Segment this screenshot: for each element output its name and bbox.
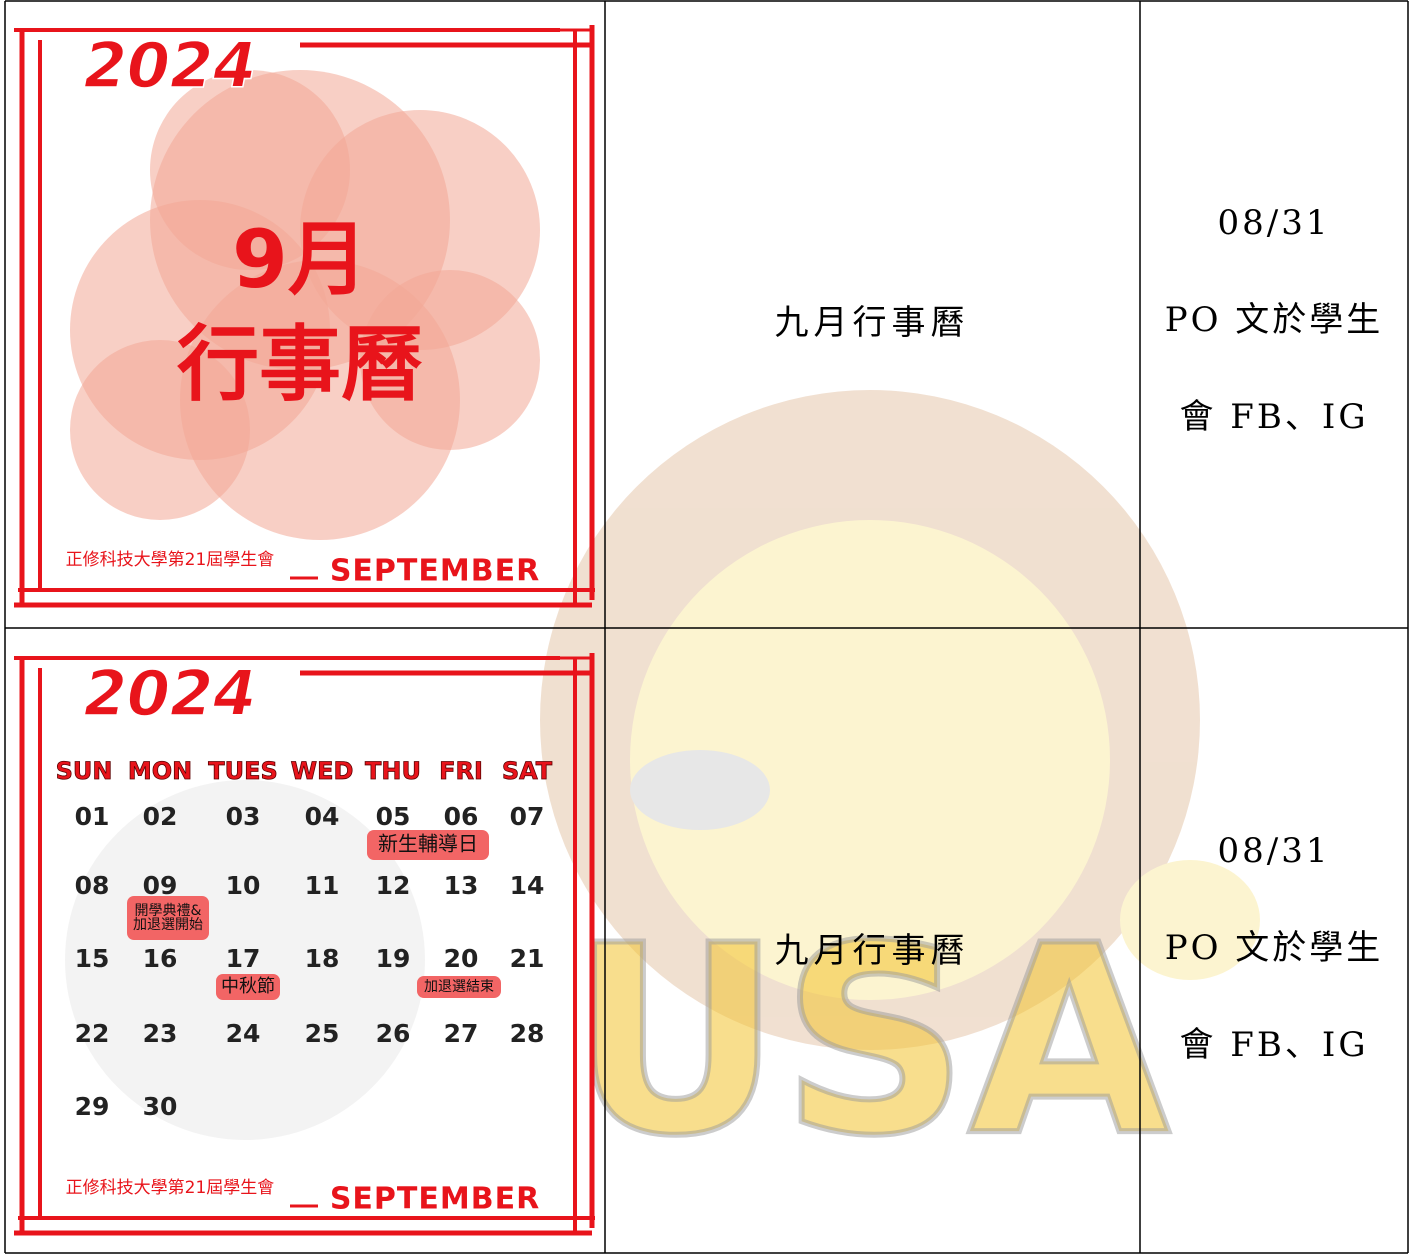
calendar-day: 22 <box>75 1019 110 1048</box>
splash-blob <box>70 340 250 520</box>
weekday: MON <box>128 757 192 785</box>
weekday: FRI <box>439 757 483 785</box>
weekday: SUN <box>56 757 113 785</box>
calendar-day: 05 <box>376 802 411 831</box>
event-badge <box>127 896 209 940</box>
event-badge <box>216 974 280 1000</box>
event-label: 開學典禮& <box>135 903 202 919</box>
event-label: 加退選結束 <box>424 979 494 995</box>
poster-month-en: SEPTEMBER <box>330 554 540 589</box>
calendar-day: 18 <box>305 944 340 973</box>
poster-year: 2024 <box>84 657 257 730</box>
weekday: TUES <box>208 757 278 785</box>
poster-month-en: SEPTEMBER <box>330 1182 540 1217</box>
event-label: 加退選開始 <box>133 917 203 933</box>
calendar-day: 01 <box>75 802 110 831</box>
calendar-day: 04 <box>305 802 340 831</box>
splash <box>70 70 540 540</box>
watermark-tiger <box>65 780 425 1140</box>
schedule-line: PO 文於學生 <box>1165 928 1384 968</box>
calendar-day: 11 <box>305 871 340 900</box>
event-label: 新生輔導日 <box>378 832 478 856</box>
schedule-line: 會 FB、IG <box>1180 1025 1369 1065</box>
calendar-day: 07 <box>510 802 545 831</box>
watermark-text: USA <box>570 891 1172 1193</box>
poster-month: 9月 <box>232 213 368 306</box>
item-name: 九月行事曆 <box>775 303 970 343</box>
calendar-day: 26 <box>376 1019 411 1048</box>
calendar-day: 12 <box>376 871 411 900</box>
event-badge <box>367 830 489 860</box>
calendar-day: 28 <box>510 1019 545 1048</box>
splash-blob <box>360 270 540 450</box>
poster-frame <box>14 653 595 1236</box>
calendar-day: 06 <box>444 802 479 831</box>
poster-heading: 行事曆 <box>177 317 423 412</box>
calendar-day: 03 <box>226 802 261 831</box>
weekday: SAT <box>502 757 553 785</box>
splash-blob <box>150 70 350 270</box>
watermark-paw <box>1120 860 1260 980</box>
calendar-day: 24 <box>226 1019 261 1048</box>
poster-org: 正修科技大學第21屆學生會 <box>66 550 275 570</box>
calendar-day: 21 <box>510 944 545 973</box>
poster-org: 正修科技大學第21屆學生會 <box>66 1178 275 1198</box>
watermark-mane <box>540 390 1200 1050</box>
item-name: 九月行事曆 <box>775 931 970 971</box>
calendar-day: 10 <box>226 871 261 900</box>
calendar-day: 17 <box>226 944 261 973</box>
schedule-line: PO 文於學生 <box>1165 300 1384 340</box>
calendar-day: 15 <box>75 944 110 973</box>
calendar-day: 25 <box>305 1019 340 1048</box>
weekday: THU <box>365 757 421 785</box>
schedule-line: 08/31 <box>1218 203 1331 243</box>
calendar-day: 19 <box>376 944 411 973</box>
calendar-day: 09 <box>143 871 178 900</box>
watermark-face <box>630 520 1110 1000</box>
calendar-day: 08 <box>75 871 110 900</box>
table-borders <box>4 0 1409 1254</box>
calendar-day: 14 <box>510 871 545 900</box>
poster-year: 2024 <box>84 29 257 102</box>
calendar-day: 30 <box>143 1092 178 1121</box>
watermark-eye <box>630 750 770 830</box>
watermark <box>65 390 1260 1140</box>
calendar-day: 29 <box>75 1092 110 1121</box>
event-label: 中秋節 <box>221 976 275 997</box>
calendar-day: 27 <box>444 1019 479 1048</box>
calendar-day: 16 <box>143 944 178 973</box>
event-badge <box>417 976 501 998</box>
calendar-day: 23 <box>143 1019 178 1048</box>
weekday: WED <box>291 757 354 785</box>
schedule-line: 08/31 <box>1218 831 1331 871</box>
poster-frame <box>14 25 595 608</box>
calendar-day: 13 <box>444 871 479 900</box>
schedule-line: 會 FB、IG <box>1180 397 1369 437</box>
calendar-day: 20 <box>444 944 479 973</box>
calendar-day: 02 <box>143 802 178 831</box>
